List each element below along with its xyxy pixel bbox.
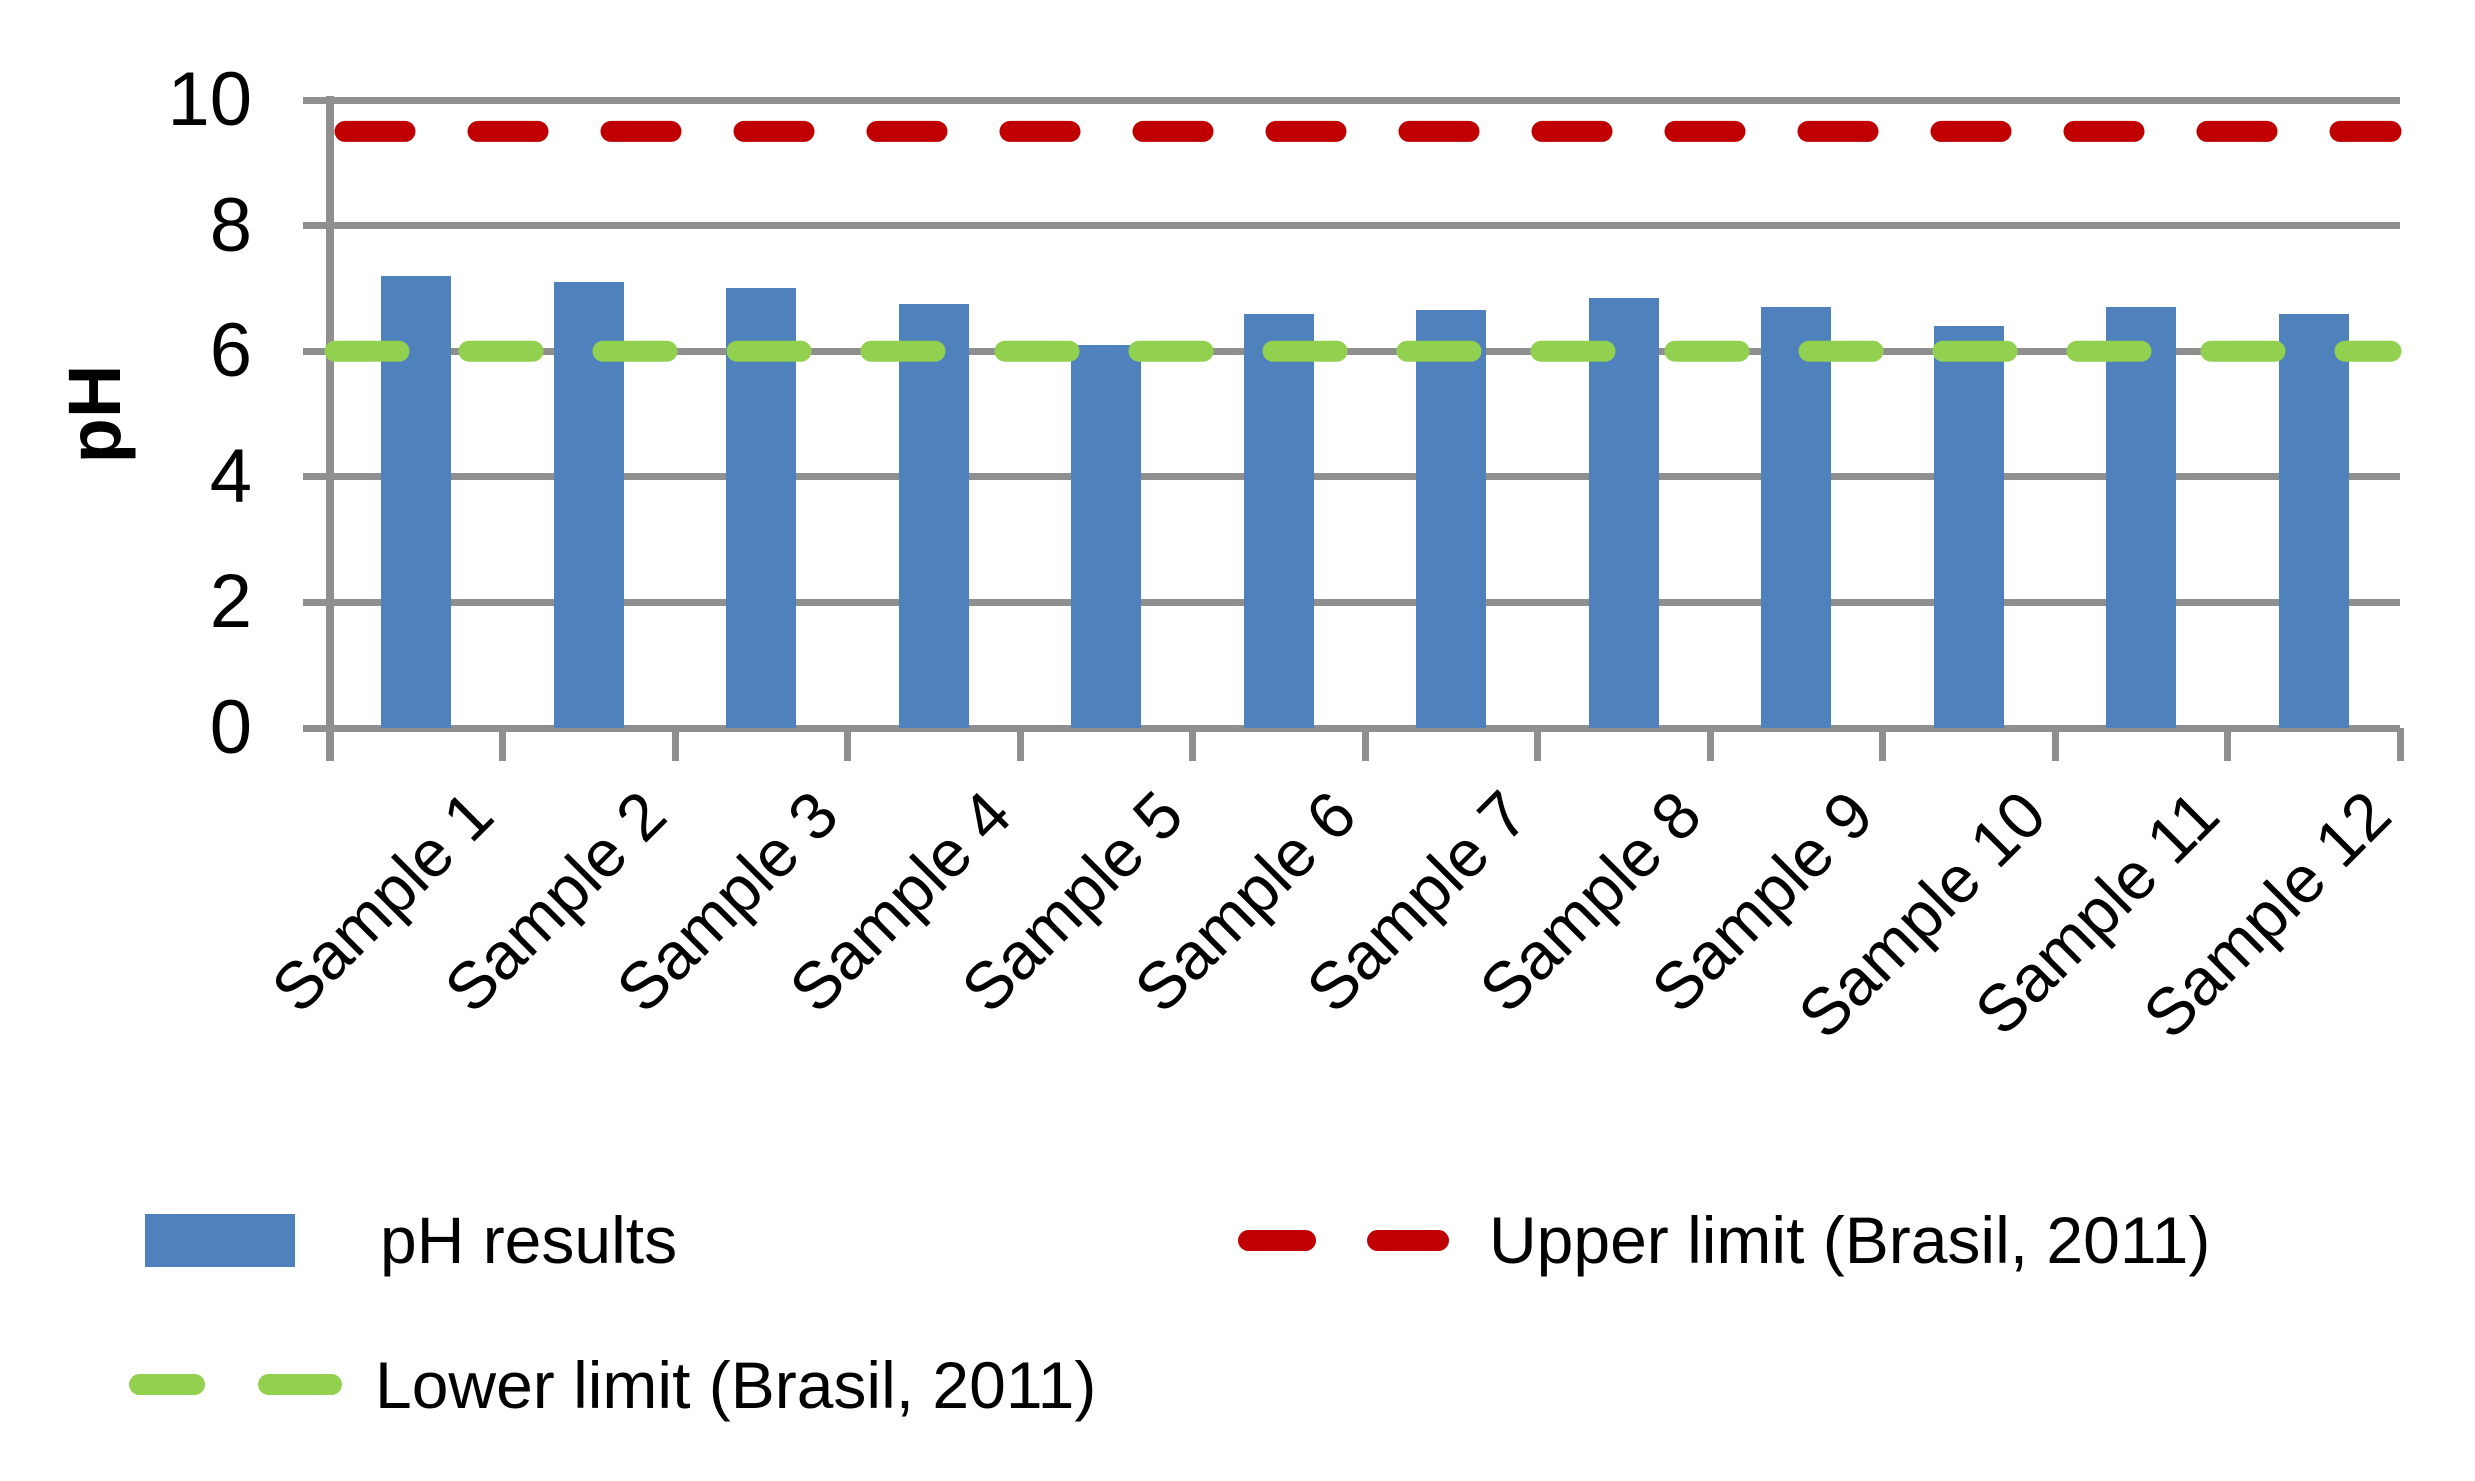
bar-sample-11 [2106,307,2177,728]
legend-lower-limit-dash-icon [258,1374,342,1395]
bar-sample-6 [1243,313,1314,728]
x-tick-mark [844,728,851,761]
y-tick-mark [303,96,330,104]
x-tick-mark [1706,728,1714,761]
x-tick-mark [671,728,679,761]
y-tick-label: 8 [209,182,252,268]
y-tick-label: 4 [209,433,252,519]
y-axis-line [326,96,334,761]
legend-bar-swatch [145,1214,295,1267]
bar-sample-7 [1416,310,1487,728]
x-tick-mark [1361,728,1369,761]
bar-sample-12 [2278,313,2349,728]
gridline [330,473,2400,481]
legend-label-ph-results: pH results [380,1203,678,1277]
legend-label-upper-limit: Upper limit (Brasil, 2011) [1489,1203,2211,1277]
bar-sample-5 [1071,344,1142,728]
x-tick-mark [2224,728,2231,761]
y-tick-mark [303,598,330,606]
bar-sample-8 [1588,297,1659,728]
x-tick-mark [1879,728,1886,761]
x-tick-mark [2396,728,2404,761]
gridline [330,347,2400,355]
x-tick-mark [1534,728,1541,761]
y-tick-mark [303,724,330,732]
x-tick-mark [2051,728,2059,761]
x-tick-mark [499,728,506,761]
legend-label-lower-limit: Lower limit (Brasil, 2011) [375,1348,1097,1422]
y-tick-mark [303,222,330,230]
y-tick-label: 0 [209,685,252,770]
x-tick-mark [1016,728,1024,761]
y-tick-mark [303,347,330,355]
y-tick-label: 10 [167,57,252,142]
legend-upper-limit-dash-icon [1367,1230,1449,1251]
gridline [330,96,2400,104]
y-tick-mark [303,473,330,481]
bar-sample-9 [1761,307,1832,728]
x-tick-mark [1189,728,1196,761]
y-tick-label: 6 [209,308,252,394]
gridline [330,598,2400,606]
gridline [330,222,2400,230]
y-tick-label: 2 [209,559,252,645]
legend-upper-limit-dash-icon [1238,1230,1316,1251]
legend-lower-limit-dash-icon [129,1374,205,1395]
bar-sample-10 [1933,326,2004,728]
bar-sample-4 [898,304,969,728]
